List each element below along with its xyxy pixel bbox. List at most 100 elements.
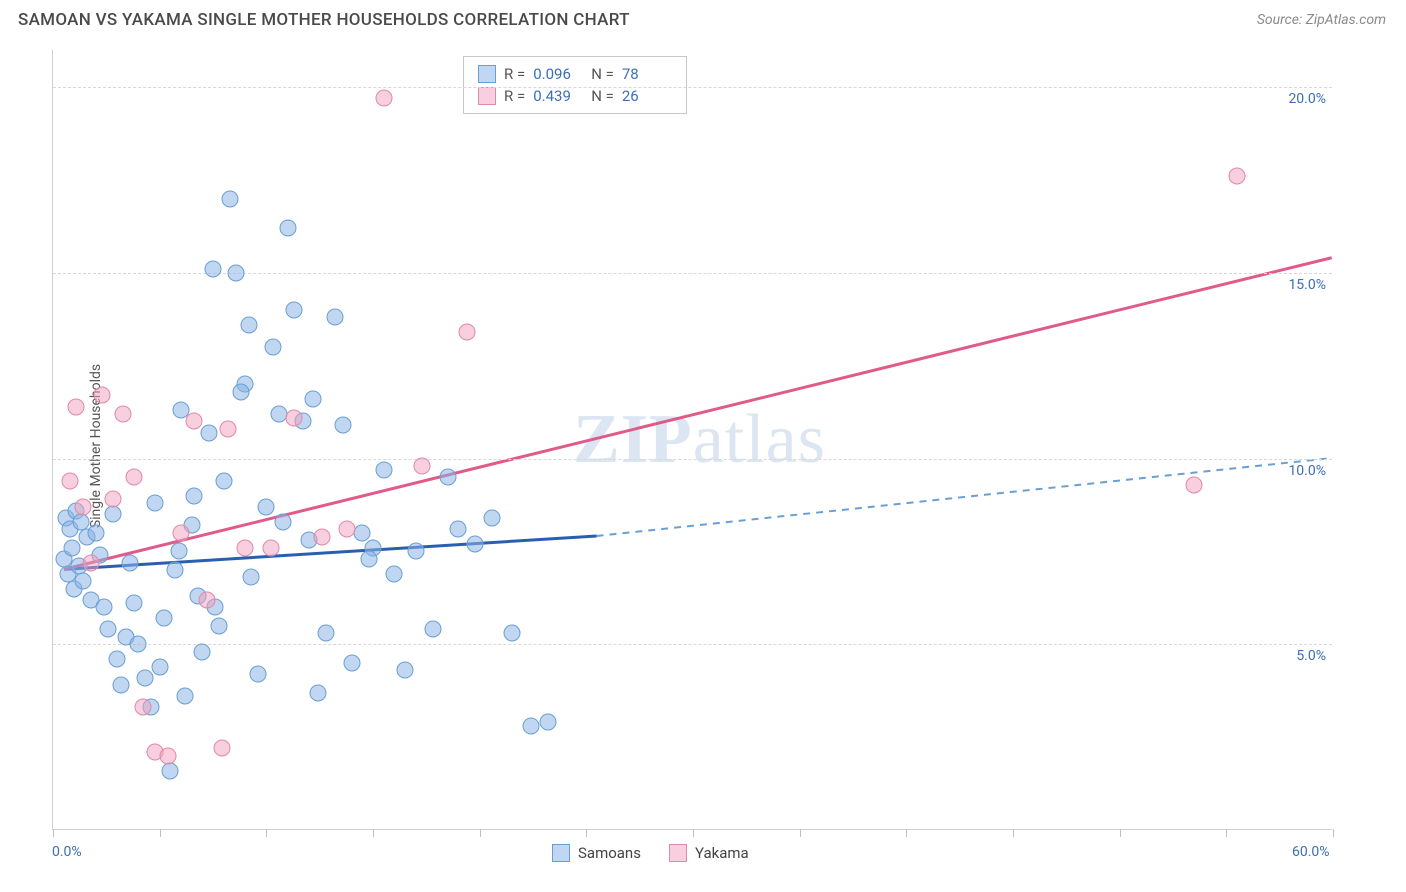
scatter-point <box>241 316 258 333</box>
legend-item: Yakama <box>669 844 749 862</box>
scatter-point <box>450 521 467 538</box>
scatter-point <box>194 643 211 660</box>
scatter-point <box>424 621 441 638</box>
chart-header: SAMOAN VS YAKAMA SINGLE MOTHER HOUSEHOLD… <box>0 0 1406 38</box>
scatter-point <box>200 424 217 441</box>
series-legend: SamoansYakama <box>552 844 749 862</box>
legend-r-value: 0.439 <box>533 87 583 105</box>
scatter-point <box>115 406 132 423</box>
scatter-point <box>136 669 153 686</box>
legend-r-label: R = <box>504 65 525 83</box>
x-axis-label: 60.0% <box>1292 844 1330 860</box>
scatter-point <box>64 539 81 556</box>
x-tick <box>1333 829 1334 837</box>
scatter-point <box>439 469 456 486</box>
legend-r-label: R = <box>504 87 525 105</box>
scatter-point <box>386 565 403 582</box>
scatter-point <box>343 654 360 671</box>
scatter-point <box>414 458 431 475</box>
scatter-point <box>407 543 424 560</box>
scatter-point <box>213 740 230 757</box>
scatter-point <box>134 699 151 716</box>
legend-n-value: 26 <box>622 87 672 105</box>
x-tick <box>800 829 801 837</box>
y-tick-label: 5.0% <box>1296 648 1326 664</box>
scatter-point <box>286 409 303 426</box>
x-tick <box>906 829 907 837</box>
legend-n-label: N = <box>591 87 614 105</box>
scatter-point <box>147 495 164 512</box>
scatter-point <box>339 521 356 538</box>
scatter-point <box>94 387 111 404</box>
scatter-point <box>166 562 183 579</box>
scatter-point <box>232 383 249 400</box>
scatter-point <box>467 536 484 553</box>
legend-n-value: 78 <box>622 65 672 83</box>
scatter-point <box>318 625 335 642</box>
gridline <box>53 459 1332 460</box>
scatter-point <box>375 461 392 478</box>
legend-r-value: 0.096 <box>533 65 583 83</box>
scatter-point <box>151 658 168 675</box>
scatter-point <box>309 684 326 701</box>
scatter-point <box>173 524 190 541</box>
scatter-point <box>100 621 117 638</box>
scatter-point <box>539 714 556 731</box>
scatter-point <box>211 617 228 634</box>
scatter-point <box>185 487 202 504</box>
scatter-point <box>222 190 239 207</box>
scatter-point <box>74 498 91 515</box>
scatter-point <box>375 90 392 107</box>
x-tick <box>1226 829 1227 837</box>
scatter-point <box>354 524 371 541</box>
x-tick <box>373 829 374 837</box>
scatter-point <box>458 324 475 341</box>
legend-label: Yakama <box>695 844 749 862</box>
scatter-point <box>313 528 330 545</box>
gridline <box>53 644 1332 645</box>
scatter-point <box>68 398 85 415</box>
scatter-point <box>104 491 121 508</box>
scatter-point <box>215 472 232 489</box>
legend-n-label: N = <box>591 65 614 83</box>
scatter-point <box>258 498 275 515</box>
legend-swatch <box>478 87 496 105</box>
scatter-point <box>305 391 322 408</box>
scatter-point <box>1186 476 1203 493</box>
x-tick <box>1013 829 1014 837</box>
x-tick <box>266 829 267 837</box>
chart-title: SAMOAN VS YAKAMA SINGLE MOTHER HOUSEHOLD… <box>18 10 630 30</box>
x-axis-label: 0.0% <box>52 844 82 860</box>
scatter-point <box>228 264 245 281</box>
correlation-legend: R = 0.096 N = 78 R = 0.439 N = 26 <box>463 56 687 114</box>
scatter-point <box>503 625 520 642</box>
scatter-point <box>170 543 187 560</box>
scatter-point <box>335 417 352 434</box>
scatter-point <box>160 747 177 764</box>
y-tick-label: 15.0% <box>1288 277 1326 293</box>
scatter-point <box>219 420 236 437</box>
scatter-point <box>262 539 279 556</box>
trend-lines <box>53 50 1332 829</box>
scatter-point <box>249 666 266 683</box>
scatter-point <box>198 591 215 608</box>
x-tick <box>480 829 481 837</box>
scatter-point <box>62 472 79 489</box>
gridline <box>53 87 1332 88</box>
scatter-point <box>522 718 539 735</box>
chart-source: Source: ZipAtlas.com <box>1257 12 1386 28</box>
legend-swatch <box>669 844 687 862</box>
scatter-point <box>397 662 414 679</box>
scatter-point <box>185 413 202 430</box>
scatter-point <box>264 339 281 356</box>
scatter-point <box>237 539 254 556</box>
scatter-point <box>130 636 147 653</box>
chart-plot-area: ZIPatlas R = 0.096 N = 78 R = 0.439 N = 26 5.0%… <box>52 50 1332 830</box>
scatter-point <box>243 569 260 586</box>
scatter-point <box>484 510 501 527</box>
legend-row: R = 0.096 N = 78 <box>478 63 672 85</box>
scatter-point <box>104 506 121 523</box>
watermark: ZIPatlas <box>573 400 826 480</box>
scatter-point <box>162 762 179 779</box>
scatter-point <box>286 302 303 319</box>
